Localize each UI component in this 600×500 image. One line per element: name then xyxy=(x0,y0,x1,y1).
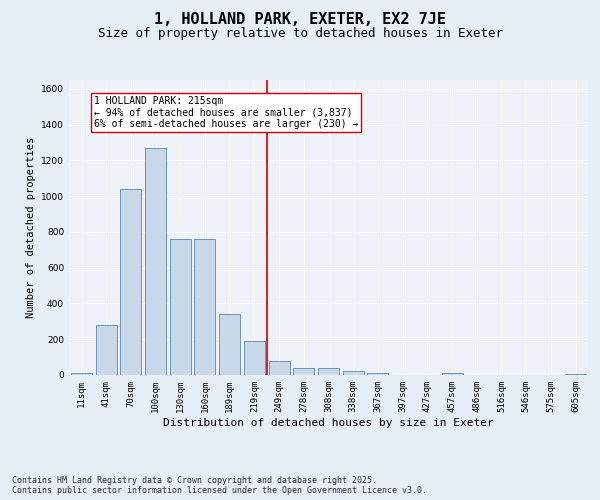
Bar xyxy=(120,189,141,375)
Bar xyxy=(343,371,364,375)
Y-axis label: Number of detached properties: Number of detached properties xyxy=(26,137,35,318)
Text: Contains HM Land Registry data © Crown copyright and database right 2025.
Contai: Contains HM Land Registry data © Crown c… xyxy=(12,476,427,495)
Bar xyxy=(170,239,191,375)
Bar xyxy=(219,314,240,375)
Bar xyxy=(244,341,265,375)
Bar xyxy=(565,374,586,375)
X-axis label: Distribution of detached houses by size in Exeter: Distribution of detached houses by size … xyxy=(163,418,494,428)
Text: 1 HOLLAND PARK: 215sqm
← 94% of detached houses are smaller (3,837)
6% of semi-d: 1 HOLLAND PARK: 215sqm ← 94% of detached… xyxy=(94,96,358,130)
Bar xyxy=(95,325,116,375)
Bar xyxy=(71,373,92,375)
Bar xyxy=(367,373,388,375)
Bar xyxy=(318,368,339,375)
Text: 1, HOLLAND PARK, EXETER, EX2 7JE: 1, HOLLAND PARK, EXETER, EX2 7JE xyxy=(154,12,446,28)
Bar xyxy=(442,373,463,375)
Text: Size of property relative to detached houses in Exeter: Size of property relative to detached ho… xyxy=(97,28,503,40)
Bar xyxy=(145,148,166,375)
Bar xyxy=(269,360,290,375)
Bar xyxy=(194,239,215,375)
Bar xyxy=(293,368,314,375)
